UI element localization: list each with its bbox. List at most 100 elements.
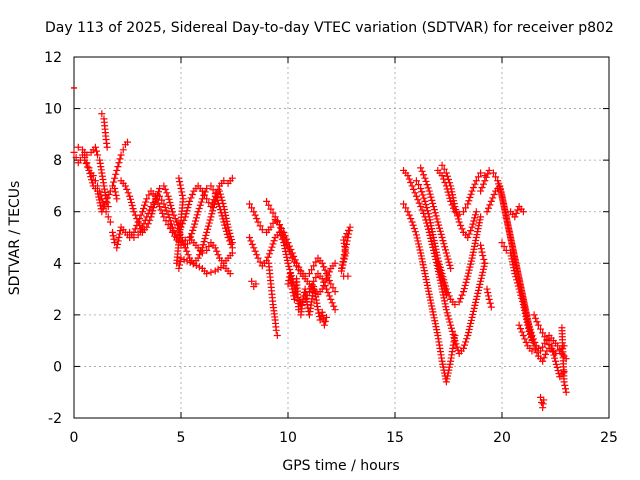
data-point xyxy=(157,206,165,214)
data-point xyxy=(312,258,320,266)
data-point xyxy=(441,297,449,305)
data-point xyxy=(267,246,275,254)
data-point xyxy=(184,251,192,259)
data-point xyxy=(509,244,517,252)
x-tick-label: 25 xyxy=(600,430,618,446)
data-point xyxy=(149,199,157,207)
data-point xyxy=(421,270,429,278)
data-point xyxy=(429,199,437,207)
tick-layer: 0 5 10 15 20 25 -2 0 2 4 6 8 10 12 xyxy=(44,50,618,446)
series-s31 xyxy=(515,321,536,355)
data-point xyxy=(428,302,436,310)
data-point xyxy=(486,201,494,209)
data-point xyxy=(532,345,540,353)
data-point xyxy=(133,215,141,223)
series-s1 xyxy=(70,148,114,226)
data-point xyxy=(438,275,446,283)
data-point xyxy=(160,182,168,190)
data-point xyxy=(562,388,570,396)
data-point xyxy=(187,194,195,202)
data-point xyxy=(104,194,112,202)
data-point xyxy=(346,223,354,231)
data-point xyxy=(518,328,526,336)
data-point xyxy=(420,264,428,272)
data-point xyxy=(482,173,490,181)
data-point xyxy=(472,177,480,185)
data-point xyxy=(411,189,419,197)
data-point xyxy=(530,311,538,319)
data-point xyxy=(192,214,200,222)
data-point xyxy=(295,263,303,271)
data-point xyxy=(503,214,511,222)
data-point xyxy=(466,263,474,271)
data-point xyxy=(469,220,477,228)
data-point xyxy=(520,303,528,311)
data-point xyxy=(459,288,467,296)
data-point xyxy=(534,321,542,329)
data-point xyxy=(124,138,131,146)
data-point xyxy=(216,187,224,195)
data-point xyxy=(420,171,428,179)
data-point xyxy=(464,328,472,336)
data-point xyxy=(143,213,151,221)
data-point xyxy=(429,308,437,316)
data-point xyxy=(106,218,114,226)
data-point xyxy=(470,245,478,253)
data-point xyxy=(411,228,419,236)
data-point xyxy=(419,191,427,199)
data-point xyxy=(479,180,487,188)
data-point xyxy=(418,206,426,214)
data-point xyxy=(193,211,201,219)
data-point xyxy=(312,273,320,281)
data-point xyxy=(454,215,462,223)
data-point xyxy=(177,185,185,193)
data-point xyxy=(424,207,432,215)
data-point xyxy=(208,210,216,218)
data-point xyxy=(320,263,328,271)
data-point xyxy=(427,193,435,201)
data-point xyxy=(513,276,521,284)
data-point xyxy=(198,195,206,203)
series-s19 xyxy=(400,200,459,386)
data-point xyxy=(436,269,444,277)
data-point xyxy=(480,255,488,263)
data-point xyxy=(248,240,256,248)
data-point xyxy=(477,169,485,177)
data-point xyxy=(553,363,561,371)
data-point xyxy=(423,278,431,286)
data-point xyxy=(422,273,430,281)
series-s4 xyxy=(98,110,111,151)
data-point xyxy=(220,218,228,226)
data-point xyxy=(485,166,493,174)
data-point xyxy=(510,267,518,275)
data-point xyxy=(511,213,519,221)
data-point xyxy=(502,211,510,219)
data-point xyxy=(104,203,112,211)
data-point xyxy=(481,259,489,267)
data-point xyxy=(431,320,439,328)
data-point xyxy=(176,258,184,266)
data-point xyxy=(472,236,480,244)
data-point xyxy=(164,192,172,200)
data-point xyxy=(329,284,337,292)
data-point xyxy=(462,338,470,346)
data-point xyxy=(426,231,434,239)
data-point xyxy=(561,381,569,389)
data-point xyxy=(437,230,445,238)
data-point xyxy=(251,247,259,255)
data-point xyxy=(331,288,339,296)
data-point xyxy=(522,315,530,323)
data-point xyxy=(103,143,111,151)
data-point xyxy=(539,343,547,351)
data-point xyxy=(499,197,507,205)
data-point xyxy=(470,242,478,250)
data-point xyxy=(328,299,336,307)
data-point xyxy=(410,185,418,193)
series-s32 xyxy=(530,311,568,358)
data-point xyxy=(94,190,102,198)
data-point xyxy=(427,299,435,307)
data-point xyxy=(94,187,102,195)
series-s15 xyxy=(265,259,281,339)
data-point xyxy=(201,235,209,243)
